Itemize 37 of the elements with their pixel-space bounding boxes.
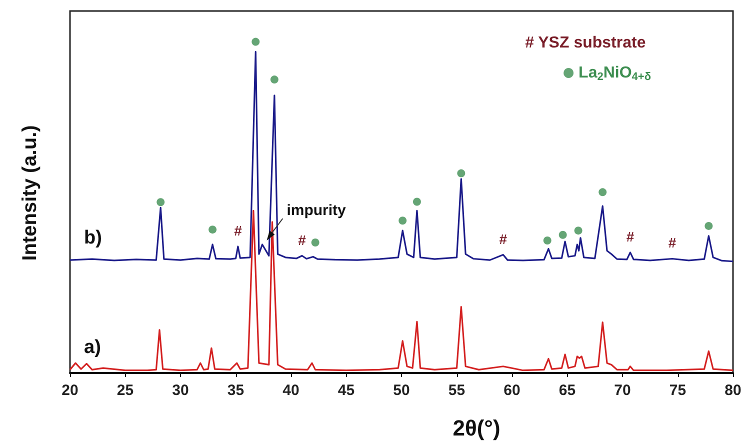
point (270, 76, 278, 84)
x-tick-label: 40 (282, 382, 300, 399)
point (311, 238, 320, 247)
annotation: # (234, 222, 242, 238)
x-tick-label: 35 (227, 382, 244, 399)
x-tick-label: 45 (338, 382, 355, 399)
x-tick-label: 55 (448, 382, 466, 399)
point (598, 188, 607, 196)
series-label: b) (84, 228, 102, 249)
point (574, 226, 582, 235)
point (704, 222, 713, 230)
x-tick-label: 30 (172, 382, 189, 399)
x-tick-label: 50 (393, 382, 410, 399)
x-tick-label: 65 (558, 382, 576, 399)
y-axis-title: Intensity (a.u.) (19, 125, 41, 261)
point (457, 169, 466, 178)
point (412, 198, 421, 206)
point (543, 236, 552, 245)
annotation: # (668, 234, 676, 251)
x-axis-title: 2θ(°) (452, 416, 500, 440)
series-label: a) (84, 337, 101, 358)
x-tick-label: 60 (504, 382, 520, 399)
point (398, 216, 407, 225)
point (208, 226, 217, 234)
annotation: # YSZ substrate (525, 34, 646, 52)
annotation: # (626, 228, 634, 244)
point (558, 230, 567, 239)
x-tick-label: 70 (614, 382, 631, 399)
annotation: impurity (286, 202, 347, 220)
annotation: # (499, 230, 508, 247)
x-tick-label: 25 (116, 382, 134, 399)
annotation: # (298, 232, 306, 248)
x-tick-label: 20 (62, 382, 78, 399)
point (156, 198, 165, 206)
x-tick-label: 75 (669, 382, 686, 399)
x-tick-label: 80 (724, 382, 742, 399)
point (252, 38, 260, 46)
